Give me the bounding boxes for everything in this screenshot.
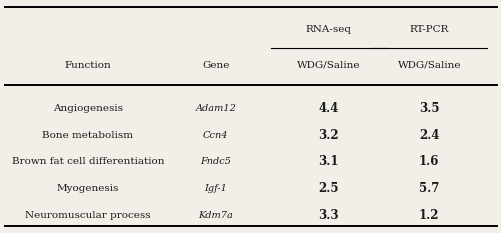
Text: WDG/Saline: WDG/Saline bbox=[397, 61, 460, 70]
Text: 5.7: 5.7 bbox=[418, 182, 438, 195]
Text: Adam12: Adam12 bbox=[195, 104, 236, 113]
Text: Kdm7a: Kdm7a bbox=[198, 211, 233, 220]
Text: 4.4: 4.4 bbox=[318, 102, 338, 115]
Text: 3.3: 3.3 bbox=[318, 209, 339, 222]
Text: 1.6: 1.6 bbox=[418, 155, 438, 168]
Text: RT-PCR: RT-PCR bbox=[409, 25, 448, 34]
Text: 2.4: 2.4 bbox=[418, 129, 438, 142]
Text: Bone metabolism: Bone metabolism bbox=[42, 131, 133, 140]
Text: Ccn4: Ccn4 bbox=[203, 131, 228, 140]
Text: 1.2: 1.2 bbox=[418, 209, 438, 222]
Text: Gene: Gene bbox=[202, 61, 229, 70]
Text: RNA-seq: RNA-seq bbox=[305, 25, 351, 34]
Text: Angiogenesis: Angiogenesis bbox=[53, 104, 123, 113]
Text: WDG/Saline: WDG/Saline bbox=[297, 61, 360, 70]
Text: Igf-1: Igf-1 bbox=[204, 184, 227, 193]
Text: 3.1: 3.1 bbox=[318, 155, 338, 168]
Text: 2.5: 2.5 bbox=[318, 182, 338, 195]
Text: Fndc5: Fndc5 bbox=[200, 158, 231, 166]
Text: Neuromuscular process: Neuromuscular process bbox=[25, 211, 150, 220]
Text: 3.5: 3.5 bbox=[418, 102, 438, 115]
Text: Brown fat cell differentiation: Brown fat cell differentiation bbox=[12, 158, 164, 166]
Text: Myogenesis: Myogenesis bbox=[57, 184, 119, 193]
Text: 3.2: 3.2 bbox=[318, 129, 339, 142]
Text: Function: Function bbox=[64, 61, 111, 70]
